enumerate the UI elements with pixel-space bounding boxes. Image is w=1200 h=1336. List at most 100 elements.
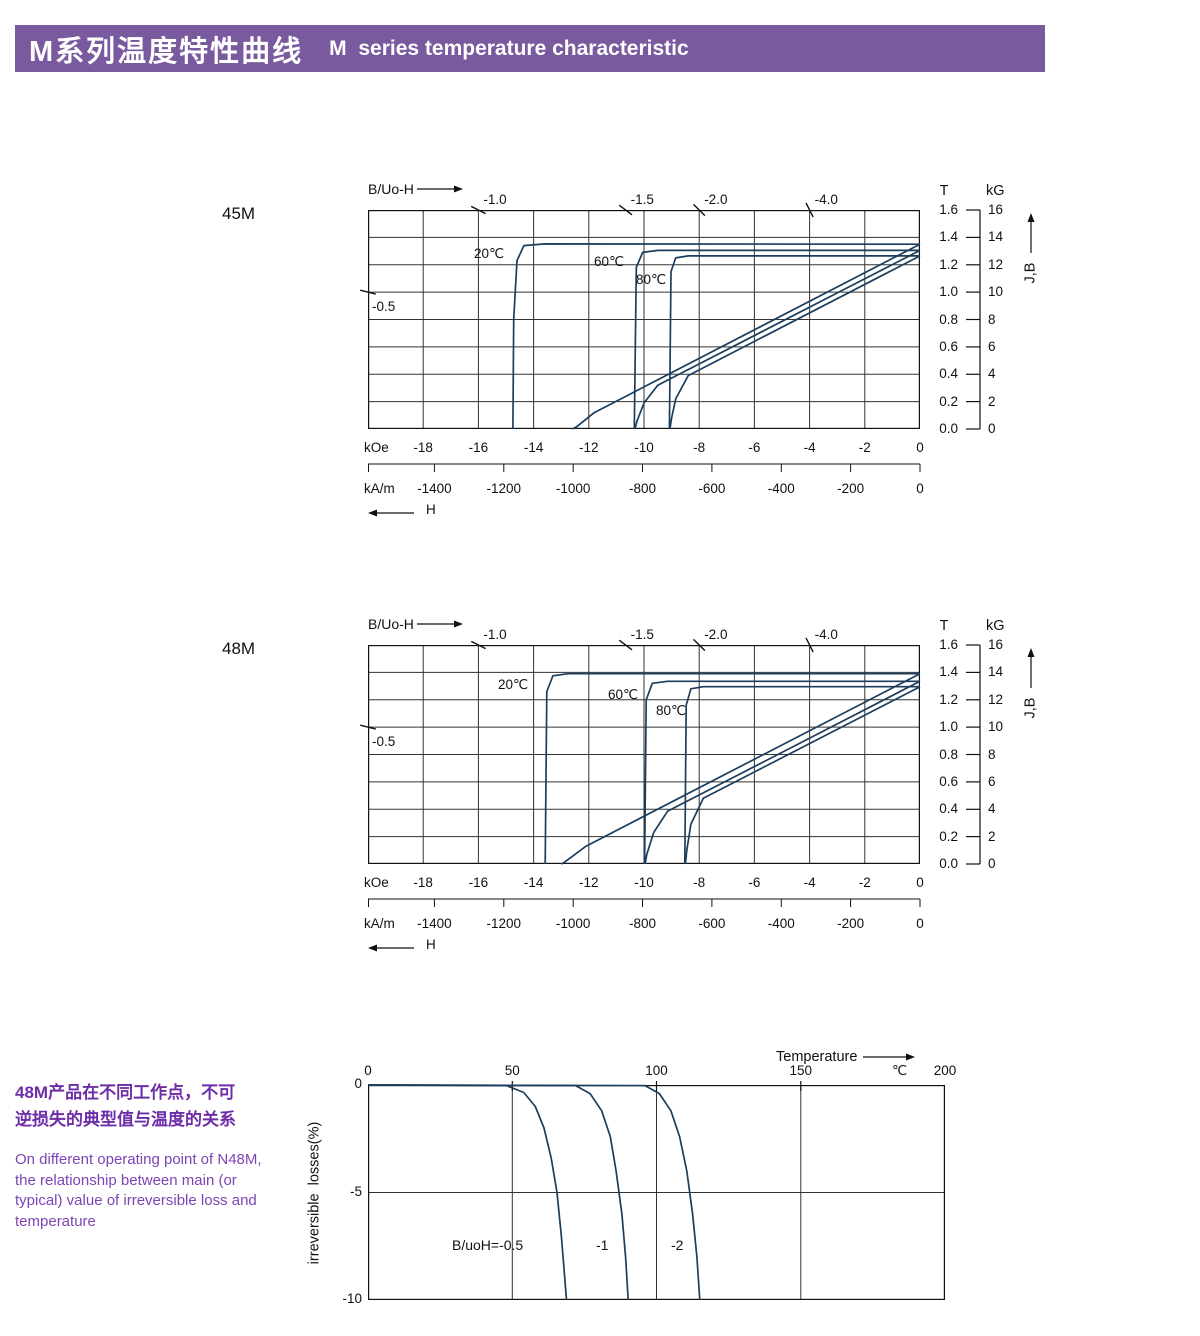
load-line-label: -4.0 (814, 627, 838, 642)
kam-ruler (368, 898, 921, 907)
load-line-label: -0.5 (372, 734, 396, 750)
temp-label: 60℃ (594, 254, 625, 269)
x-tick-kAm: 0 (916, 916, 924, 931)
x-tick-kOe: -14 (523, 875, 544, 890)
load-line-label: -1.0 (483, 192, 507, 207)
side-note-en-line: typical) value of irreversible loss and (15, 1192, 257, 1210)
load-line-tick (360, 724, 376, 730)
plot-border (368, 210, 920, 430)
page-title-zh: M系列温度特性曲线 (29, 35, 304, 68)
x-tick-kAm: -1000 (555, 916, 591, 931)
t-tick-label: 1.2 (939, 256, 958, 272)
load-line-tick (805, 202, 814, 218)
load-line-label: -1.5 (630, 627, 654, 642)
load-line-label: -0.5 (372, 299, 396, 315)
curve--1 (367, 1084, 630, 1301)
kg-tick-label: 16 (988, 202, 1004, 217)
kg-tick-label: 8 (988, 746, 996, 762)
t-tick-label: 0.2 (939, 393, 958, 409)
top-axis-text: B/Uo-H (368, 181, 414, 197)
kg-tick-label: 4 (988, 801, 996, 817)
y-tick-label: -5 (349, 1183, 362, 1199)
load-line-tick (693, 203, 706, 217)
load-line-tick (693, 638, 706, 652)
load-line-tick (470, 205, 486, 215)
kg-tick-label: 6 (988, 773, 996, 789)
x-unit-kAm: kA/m (364, 481, 395, 496)
kg-tick-label: 2 (988, 393, 996, 409)
y-axis-label: irreversible losses(%) (306, 1121, 322, 1264)
x-tick-label: 150 (789, 1063, 813, 1078)
x-tick-kAm: -1200 (486, 916, 522, 931)
series-label: -1 (596, 1237, 609, 1253)
x-tick-kOe: -16 (468, 875, 489, 890)
temp-label: 20℃ (498, 677, 529, 692)
kg-tick-label: 0 (988, 421, 996, 436)
side-note-en: On different operating point of N48M, th… (15, 1150, 262, 1233)
x-tick-kOe: 0 (916, 875, 924, 890)
curve-20C-B (571, 243, 921, 430)
x-tick-kOe: -10 (634, 440, 654, 455)
load-line-label: -2.0 (704, 192, 728, 207)
load-line-ticks (360, 202, 814, 295)
kg-tick-label: 10 (988, 284, 1004, 300)
curve-80C-B (669, 255, 921, 430)
y-tick-label: 0 (354, 1076, 362, 1091)
plot-area-45M (360, 202, 921, 430)
grid-lines (368, 645, 920, 864)
load-line-tick (618, 639, 633, 651)
x-unit-kAm: kA/m (364, 916, 395, 931)
x-tick-kOe: -16 (468, 440, 489, 455)
t-tick-label: 1.4 (939, 664, 958, 680)
side-note-en-line: the relationship between main (or (15, 1171, 237, 1189)
t-tick-label: 1.0 (939, 719, 958, 735)
kg-tick-label: 10 (988, 719, 1004, 735)
top-axis-text: B/Uo-H (368, 616, 414, 632)
x-tick-kOe: -14 (523, 440, 544, 455)
x-tick-kOe: -8 (693, 875, 706, 890)
curve-20C-B (560, 672, 921, 865)
curves (512, 243, 921, 430)
x-tick-kAm: -600 (698, 916, 726, 931)
chart-title: 45M (222, 204, 256, 223)
curves (544, 672, 921, 865)
curve-60C-B (634, 249, 921, 430)
right-axis-header-T: T (939, 618, 949, 634)
load-line-label: -1.5 (630, 192, 654, 207)
side-note-en-line: On different operating point of N48M, (15, 1151, 262, 1168)
top-axis-label: B/Uo-H (368, 616, 463, 632)
x-tick-kAm: -200 (837, 481, 865, 496)
series-label: -2 (671, 1237, 684, 1253)
side-note-zh: 48M产品在不同工作点，不可 逆损失的典型值与温度的关系 (15, 1080, 236, 1134)
right-axis-header-T: T (939, 183, 949, 199)
t-tick-label: 0.4 (939, 801, 958, 817)
right-arrow-icon (863, 1053, 916, 1061)
load-line-label: -4.0 (814, 192, 838, 207)
x-tick-kAm: 0 (916, 481, 924, 496)
temp-label: 80℃ (656, 703, 687, 718)
page-title-en: M series temperature characteristic (329, 36, 689, 60)
x-tick-kAm: -1200 (486, 481, 522, 496)
t-tick-label: 0.4 (939, 366, 958, 382)
load-line-tick (470, 640, 486, 650)
x-tick-kOe: -8 (693, 440, 706, 455)
x-tick-kOe: -2 (858, 875, 871, 890)
x-unit-kOe: kOe (364, 875, 389, 890)
curve-60C-J (633, 249, 920, 430)
jb-axis-arrow-icon (1027, 648, 1035, 688)
t-tick-label: 0.8 (939, 311, 958, 327)
x-tick-label: 200 (933, 1063, 957, 1078)
x-tick-label: 0 (364, 1063, 372, 1078)
grid-lines (368, 1085, 945, 1300)
x-tick-kOe: -6 (748, 875, 761, 890)
x-tick-kAm: -800 (629, 916, 657, 931)
t-tick-label: 0.0 (939, 856, 958, 871)
kg-tick-label: 6 (988, 338, 996, 354)
t-tick-label: 0.6 (939, 773, 958, 789)
t-tick-label: 1.6 (939, 202, 958, 217)
side-note-zh-line: 逆损失的典型值与温度的关系 (15, 1109, 236, 1129)
x-tick-kAm: -1400 (417, 481, 452, 496)
t-tick-label: 1.6 (939, 637, 958, 652)
